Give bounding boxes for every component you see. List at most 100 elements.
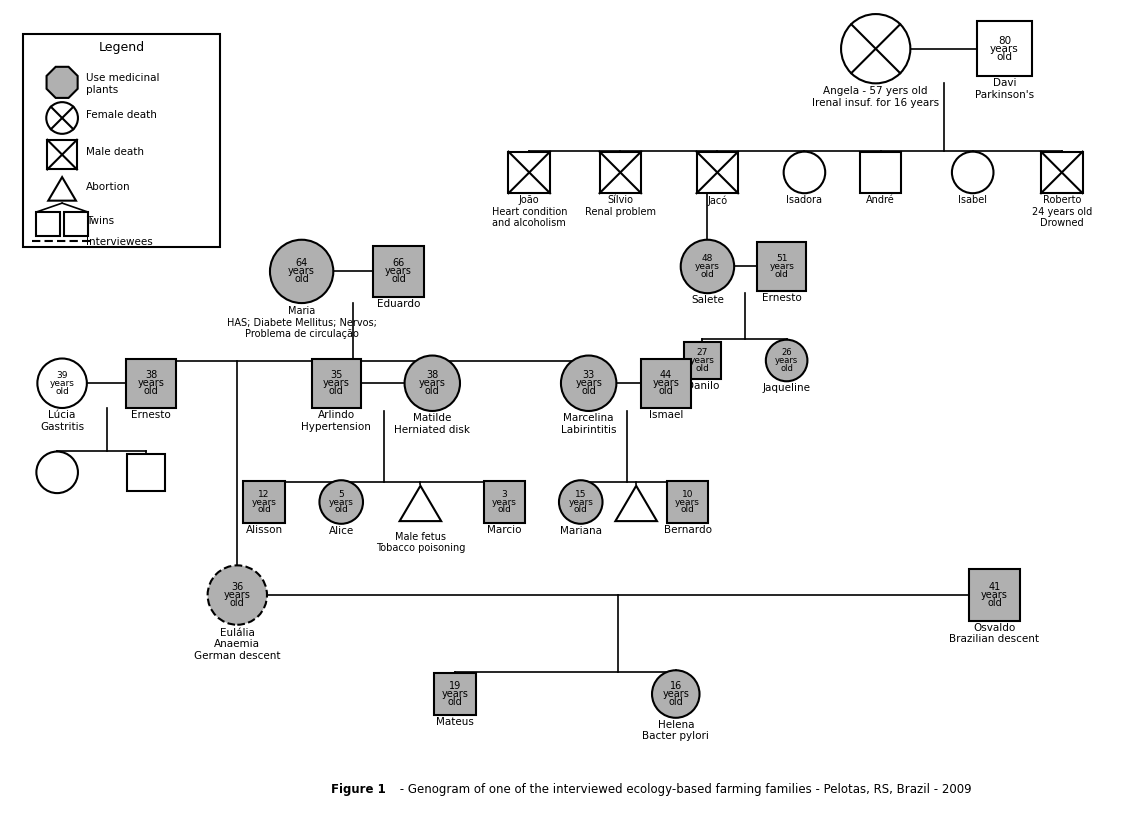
Circle shape [319, 480, 364, 524]
Text: 64: 64 [295, 258, 308, 268]
Bar [64, 212, 87, 236]
Bar [600, 152, 641, 193]
Circle shape [270, 240, 333, 303]
Text: Jacó: Jacó [708, 196, 727, 205]
Text: years: years [652, 378, 679, 388]
Text: 19: 19 [449, 681, 461, 691]
Text: Legend: Legend [99, 41, 144, 54]
Circle shape [652, 670, 700, 718]
Text: years: years [675, 497, 700, 507]
Text: 5: 5 [339, 490, 344, 499]
Text: years: years [775, 356, 799, 365]
Text: years: years [224, 590, 251, 600]
Text: Isabel: Isabel [958, 196, 987, 205]
Text: Sílvio
Renal problem: Sílvio Renal problem [585, 196, 655, 217]
Text: Abortion: Abortion [86, 183, 131, 192]
Text: old: old [582, 386, 596, 396]
Text: 44: 44 [660, 370, 673, 381]
Text: old: old [659, 386, 674, 396]
Text: 10: 10 [682, 490, 693, 499]
Bar [127, 453, 165, 491]
Text: years: years [690, 356, 715, 365]
Text: years: years [769, 262, 794, 271]
Text: Matilde
Herniated disk: Matilde Herniated disk [394, 413, 470, 434]
Text: Marcelina
Labirintitis: Marcelina Labirintitis [561, 413, 617, 434]
Circle shape [952, 152, 994, 193]
Bar [311, 359, 361, 408]
Text: years: years [289, 267, 315, 276]
Bar [126, 359, 176, 408]
Text: 27: 27 [696, 348, 708, 357]
Text: Interviewees: Interviewees [86, 237, 152, 247]
Text: old: old [695, 364, 709, 373]
Text: 16: 16 [669, 681, 682, 691]
Text: old: old [257, 505, 272, 514]
Text: old: old [498, 505, 511, 514]
Text: 3: 3 [502, 490, 508, 499]
Bar [23, 34, 220, 247]
Text: Maria
HAS; Diabete Mellitus; Nervos;
Problema de circulação: Maria HAS; Diabete Mellitus; Nervos; Pro… [227, 306, 376, 339]
Text: Ernesto: Ernesto [132, 410, 172, 420]
Text: 38: 38 [426, 370, 438, 381]
Text: old: old [775, 270, 788, 279]
Text: old: old [294, 275, 309, 284]
Text: years: years [137, 378, 165, 388]
Bar [509, 152, 550, 193]
Circle shape [404, 355, 460, 411]
Circle shape [37, 359, 86, 408]
Text: old: old [229, 598, 244, 608]
Text: years: years [251, 497, 276, 507]
Polygon shape [47, 67, 77, 98]
Text: years: years [419, 378, 445, 388]
Bar [484, 481, 525, 522]
Text: Ismael: Ismael [649, 410, 683, 420]
Bar [667, 481, 709, 522]
Text: Osvaldo
Brazilian descent: Osvaldo Brazilian descent [950, 623, 1039, 645]
Text: old: old [425, 386, 440, 396]
Text: 38: 38 [145, 370, 157, 381]
Text: old: old [329, 386, 344, 396]
Text: André: André [867, 196, 895, 205]
Text: 41: 41 [988, 582, 1001, 593]
Text: old: old [448, 697, 462, 707]
Text: 12: 12 [258, 490, 269, 499]
Text: 33: 33 [583, 370, 595, 381]
Text: years: years [568, 497, 593, 507]
Circle shape [680, 240, 734, 293]
Text: years: years [323, 378, 350, 388]
Text: - Genogram of one of the interviewed ecology-based farming families - Pelotas, R: - Genogram of one of the interviewed eco… [395, 783, 971, 796]
Text: Davi
Parkinson's: Davi Parkinson's [975, 78, 1034, 100]
Text: 51: 51 [776, 254, 787, 263]
Circle shape [841, 14, 910, 83]
Bar [696, 152, 738, 193]
Text: old: old [701, 270, 715, 279]
Text: Salete: Salete [691, 295, 724, 305]
Text: Twins: Twins [86, 216, 114, 226]
Text: Lúcia
Gastritis: Lúcia Gastritis [40, 410, 84, 432]
Text: Male death: Male death [86, 147, 144, 156]
Bar [48, 139, 77, 170]
Text: old: old [987, 598, 1002, 608]
Text: Isadora: Isadora [786, 196, 822, 205]
Text: Eduardo: Eduardo [377, 299, 420, 309]
Text: Angela - 57 yers old
Irenal insuf. for 16 years: Angela - 57 yers old Irenal insuf. for 1… [812, 86, 939, 108]
Bar [243, 481, 285, 522]
Text: Ernesto: Ernesto [762, 293, 802, 303]
Text: Mateus: Mateus [436, 717, 474, 727]
Text: years: years [328, 497, 353, 507]
Text: years: years [989, 44, 1019, 54]
Text: Jaqueline: Jaqueline [762, 383, 811, 394]
Text: old: old [144, 386, 159, 396]
Text: 39: 39 [57, 371, 68, 380]
Text: 35: 35 [331, 370, 342, 381]
Text: Bernardo: Bernardo [663, 525, 711, 535]
Circle shape [36, 452, 78, 493]
Text: Mariana: Mariana [560, 526, 602, 535]
Text: Eulália
Anaemia
German descent: Eulália Anaemia German descent [194, 628, 281, 661]
Text: old: old [574, 505, 587, 514]
Text: Danilo: Danilo [686, 381, 719, 391]
Text: old: old [668, 697, 683, 707]
Text: years: years [982, 590, 1008, 600]
Text: João
Heart condition
and alcoholism: João Heart condition and alcoholism [492, 196, 567, 228]
Text: years: years [695, 262, 720, 271]
